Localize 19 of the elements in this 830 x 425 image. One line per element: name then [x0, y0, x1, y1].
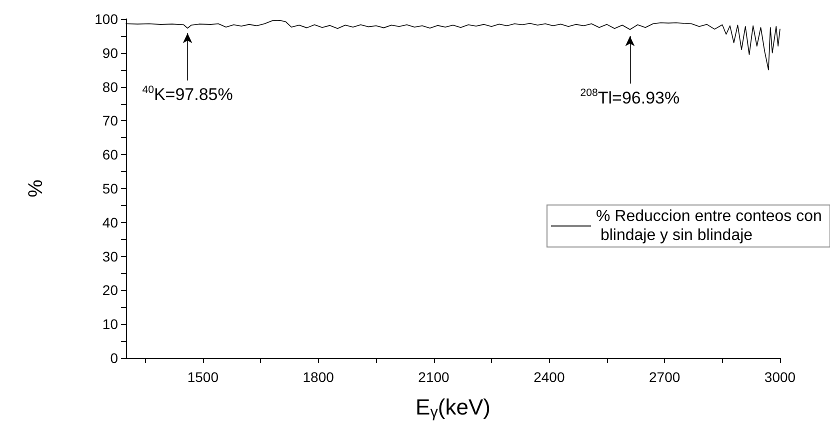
- y-axis-title: %: [25, 179, 47, 198]
- y-tick-label: 30: [102, 248, 118, 264]
- y-tick-label: 40: [102, 214, 118, 230]
- y-tick-label: 100: [94, 11, 118, 27]
- y-tick-label: 60: [102, 146, 118, 163]
- legend-label: % Reduccion entre conteos con blindaje y sin blindaje: [596, 208, 822, 244]
- x-tick-label: 2100: [418, 369, 450, 385]
- y-tick-label: 80: [102, 78, 118, 95]
- x-tick-label: 1500: [187, 369, 219, 385]
- y-tick-label: 90: [102, 44, 118, 61]
- x-tick-label: 2400: [534, 369, 565, 385]
- y-tick-label: 0: [110, 350, 118, 366]
- y-tick-label: 20: [102, 282, 118, 298]
- y-tick-label: 50: [102, 180, 118, 196]
- x-tick-label: 1800: [302, 369, 334, 385]
- x-tick-label: 2700: [649, 369, 680, 385]
- x-tick-label: 3000: [764, 369, 796, 385]
- y-tick-label: 70: [102, 112, 118, 129]
- y-tick-label: 10: [102, 316, 118, 332]
